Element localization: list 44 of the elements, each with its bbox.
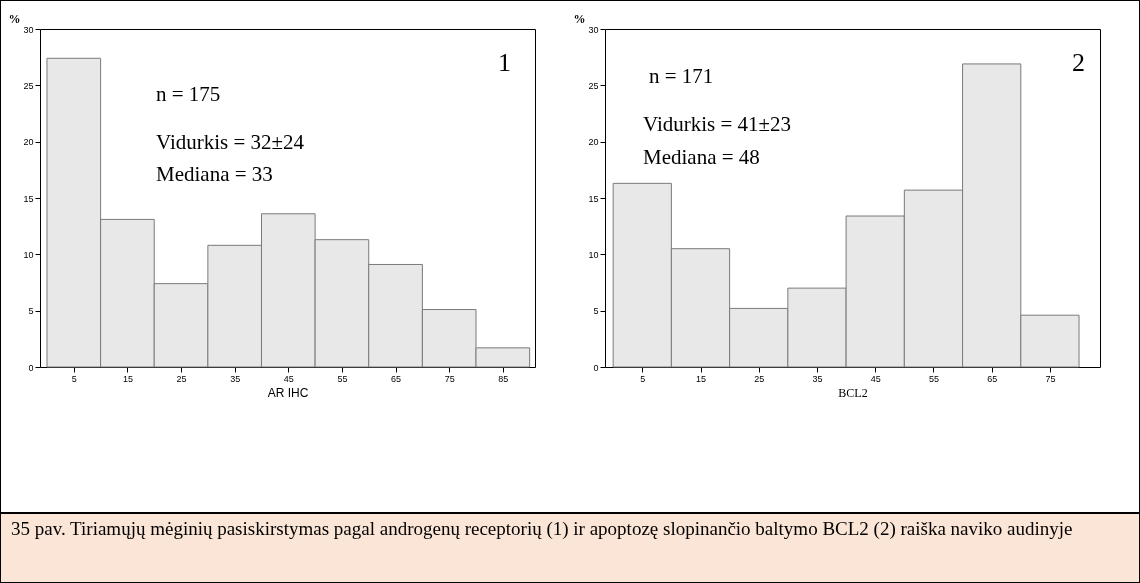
y-tick-label: 0	[28, 362, 34, 373]
y-axis-title: %	[573, 11, 586, 26]
y-tick-label: 15	[23, 193, 34, 204]
text: 35 pav. Tiriamųjų mėginių pasiskirstymas pagal androgenų receptorių (1) ir apoptozę slopinančio baltymo BCL2 (2) raiška naviko audinyje	[11, 517, 1074, 541]
y-tick-label: 5	[593, 306, 599, 317]
x-tick-label: 5	[640, 373, 646, 384]
y-tick-label: 30	[23, 24, 34, 35]
y-tick-label: 25	[588, 80, 599, 91]
x-tick-label: 25	[754, 373, 765, 384]
x-tick-label: 55	[928, 373, 939, 384]
y-tick-label: 5	[28, 306, 34, 317]
x-tick-label: 45	[283, 373, 294, 384]
y-tick-label: 30	[588, 24, 599, 35]
annotation: 1	[498, 48, 511, 77]
x-tick-label: 65	[987, 373, 998, 384]
y-tick-label: 25	[23, 80, 34, 91]
annotation: Mediana = 33	[156, 162, 273, 186]
y-tick-label: 20	[23, 137, 34, 148]
x-tick-label: 5	[71, 373, 77, 384]
x-tick-label: 25	[176, 373, 187, 384]
x-axis-title: AR IHC	[267, 385, 309, 400]
y-tick-label: 15	[588, 193, 599, 204]
y-tick-label: 10	[588, 249, 599, 260]
annotation: n = 175	[156, 82, 221, 106]
x-tick-label: 45	[870, 373, 881, 384]
x-tick-label: 15	[122, 373, 133, 384]
y-tick-label: 10	[23, 249, 34, 260]
x-tick-label: 15	[696, 373, 707, 384]
x-axis-title: BCL2	[838, 385, 868, 400]
y-axis-title: %	[8, 11, 21, 26]
y-tick-label: 20	[588, 137, 599, 148]
annotation: Mediana = 48	[643, 145, 760, 169]
annotation: Vidurkis = 41±23	[643, 112, 792, 136]
x-tick-label: 35	[812, 373, 823, 384]
y-tick-label: 0	[593, 362, 599, 373]
annotation: Vidurkis = 32±24	[156, 130, 305, 154]
x-tick-label: 85	[498, 373, 509, 384]
x-tick-label: 35	[230, 373, 241, 384]
x-tick-label: 75	[1045, 373, 1056, 384]
annotation: 2	[1072, 48, 1085, 77]
annotation: n = 171	[649, 64, 714, 88]
x-tick-label: 75	[444, 373, 455, 384]
x-tick-label: 55	[337, 373, 348, 384]
x-tick-label: 65	[391, 373, 402, 384]
